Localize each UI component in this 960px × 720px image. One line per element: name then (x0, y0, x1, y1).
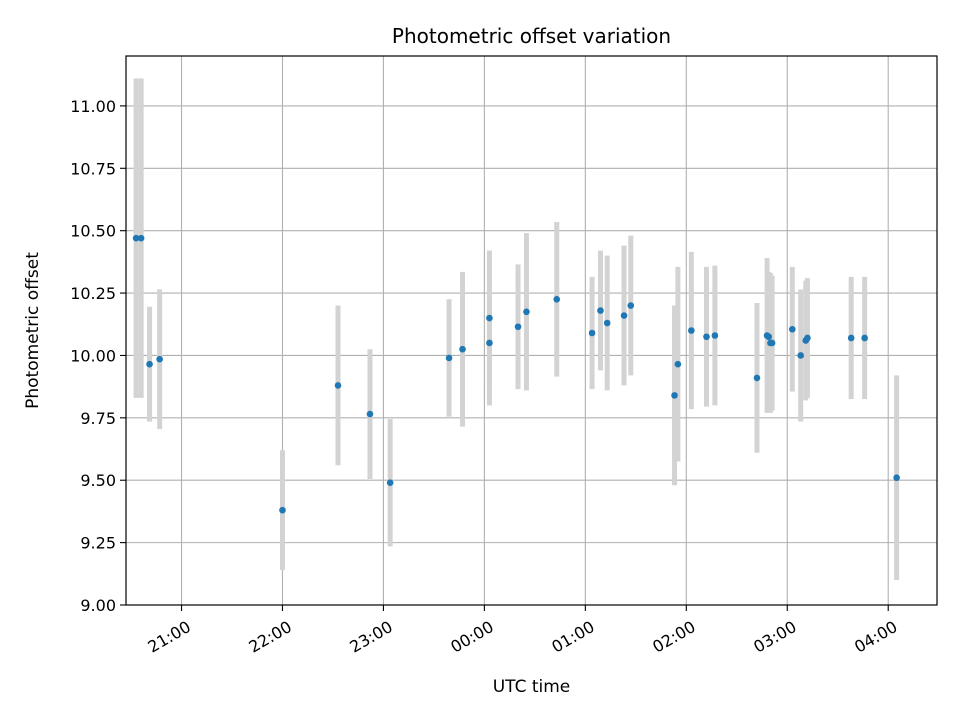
y-tick-label: 10.75 (70, 159, 116, 178)
data-point (620, 312, 628, 319)
data-point (788, 325, 796, 333)
y-tick-label: 9.25 (80, 534, 116, 553)
x-tick-label: 00:00 (447, 617, 496, 657)
data-point (445, 354, 453, 362)
data-point (768, 339, 776, 347)
x-axis-title: UTC time (493, 677, 571, 697)
x-tick-label: 03:00 (750, 617, 799, 657)
data-point (674, 360, 682, 368)
data-point (804, 334, 811, 342)
y-tick-label: 9.00 (80, 596, 116, 615)
y-tick-label: 11.00 (70, 97, 116, 116)
data-point (137, 234, 145, 242)
data-point (523, 308, 530, 316)
y-tick-label: 10.50 (70, 222, 116, 241)
data-point (334, 382, 342, 389)
data-point (765, 333, 773, 341)
data-point (156, 355, 163, 363)
x-tick-label: 21:00 (144, 617, 193, 657)
plot-area-frame (125, 55, 938, 606)
x-tick-label: 22:00 (245, 617, 294, 657)
data-point (279, 506, 286, 514)
data-point (627, 302, 635, 309)
chart-title: Photometric offset variation (392, 24, 671, 48)
data-point (514, 323, 522, 331)
data-point (753, 374, 761, 382)
data-point (553, 296, 561, 303)
y-tick-label: 9.50 (80, 471, 116, 490)
data-point (797, 352, 805, 359)
data-point (847, 334, 855, 342)
data-point (688, 327, 695, 334)
data-point (597, 307, 604, 314)
x-tick-label: 04:00 (851, 617, 900, 657)
x-tick-label: 23:00 (346, 617, 395, 657)
x-tick-label: 02:00 (649, 617, 698, 657)
data-point (486, 314, 493, 322)
data-point (386, 479, 394, 487)
data-point (861, 334, 868, 342)
y-tick-label: 10.25 (70, 284, 116, 303)
data-point (366, 410, 374, 418)
grid-lines (126, 56, 937, 606)
axis-ticks: 21:00 22:00 23:00 00:00 01:00 02:00 03:00 04:00… (70, 97, 900, 657)
y-tick-label: 9.75 (80, 409, 116, 428)
x-tick-label: 01:00 (548, 617, 597, 657)
data-point (603, 319, 611, 327)
data-point (459, 345, 466, 353)
data-point (132, 234, 140, 242)
data-markers (132, 234, 900, 514)
data-point (486, 339, 493, 347)
y-axis-title: Photometric offset (23, 252, 43, 409)
y-tick-label: 10.00 (70, 346, 116, 365)
data-point (893, 474, 900, 482)
data-point (703, 333, 710, 341)
data-point (146, 360, 153, 368)
data-point (588, 329, 596, 337)
data-point (671, 392, 678, 399)
data-point (711, 332, 719, 339)
